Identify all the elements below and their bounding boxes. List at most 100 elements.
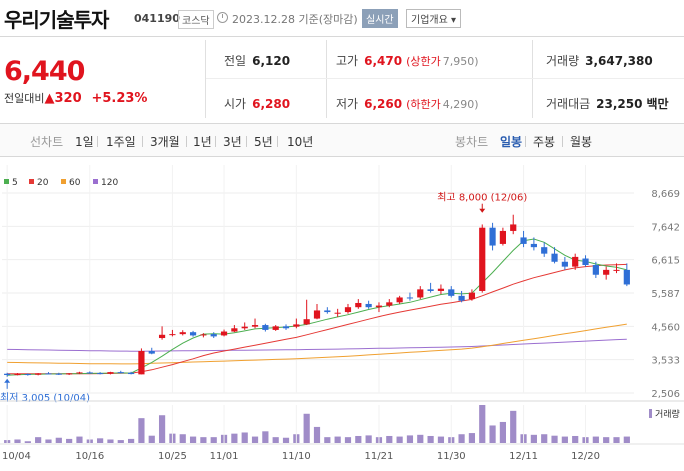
candle-body: [45, 373, 52, 375]
volume-bar: [344, 437, 352, 443]
stat-label: 전일: [224, 54, 247, 68]
diff-amount: ▲320: [44, 91, 82, 106]
volume-bar: [468, 433, 476, 443]
legend-swatch: [61, 179, 66, 184]
candle-body: [251, 325, 259, 327]
candle-body: [313, 310, 321, 319]
candle-body: [282, 326, 290, 329]
volume-bar: [313, 426, 321, 443]
max-arrow-head: [479, 208, 486, 213]
candle-body: [128, 372, 135, 375]
realtime-button[interactable]: 실시간: [362, 9, 398, 28]
candle-body: [334, 312, 341, 314]
volume-bar: [272, 437, 279, 443]
candle-body: [189, 332, 197, 336]
volume-bar: [262, 431, 269, 443]
volume-bar: [107, 439, 114, 443]
y-tick-label: 2,506: [651, 389, 680, 400]
tab-separator: [186, 136, 187, 147]
volume-bar: [138, 418, 145, 443]
header-divider: [0, 36, 684, 37]
max-annotation: 최고 8,000 (12/06): [437, 192, 527, 204]
candle-body: [355, 302, 362, 308]
candle-body: [427, 289, 434, 291]
stat-value: 6,260: [364, 97, 403, 111]
stat-value: 3,647,380: [585, 54, 653, 68]
y-tick-label: 4,560: [651, 322, 680, 333]
tab-period-3m[interactable]: 3개월: [150, 135, 180, 149]
x-tick-label: 10/16: [75, 451, 104, 462]
line-chart-label: 선차트: [30, 135, 64, 149]
stat-label: 거래량: [546, 54, 580, 68]
volume-bar: [35, 437, 42, 443]
company-overview-dropdown[interactable]: 기업개요 ▾: [406, 9, 461, 28]
tab-period-10y[interactable]: 10년: [287, 135, 314, 149]
stat-amount: 거래대금 23,250 백만: [546, 95, 669, 112]
candle-body: [76, 372, 83, 374]
stat-low: 저가 6,260 (하한가 4,290): [336, 95, 479, 112]
diff-rate: +5.23%: [91, 91, 148, 106]
tab-period-1d[interactable]: 1일: [75, 135, 94, 149]
volume-bar: [66, 438, 73, 443]
candle-body: [4, 373, 11, 376]
candle-body: [24, 374, 31, 376]
volume-bar: [479, 405, 486, 443]
volume-label: 거래량: [655, 408, 680, 420]
volume-bar: [251, 436, 259, 443]
tab-period-1w[interactable]: 1주일: [106, 135, 136, 149]
candle-body: [303, 319, 310, 325]
stat-volume: 거래량 3,647,380: [546, 52, 653, 69]
candle-body: [489, 227, 496, 246]
volume-bar: [623, 436, 630, 443]
stock-code: 041190: [134, 12, 180, 25]
volume-bar: [189, 436, 197, 443]
legend-label: 20: [37, 178, 49, 188]
candle-body: [520, 237, 527, 244]
candle-body: [406, 297, 414, 299]
legend-swatch: [4, 179, 9, 184]
candle-body: [613, 269, 620, 271]
candle-body: [86, 372, 93, 374]
diff-label: 전일대비: [4, 92, 45, 105]
upper-limit-value: 7,950): [442, 55, 479, 68]
candle-body: [107, 372, 114, 374]
candle-body: [592, 265, 599, 275]
volume-bar: [396, 436, 403, 443]
candle-body: [220, 331, 228, 336]
market-badge: 코스닥: [178, 10, 214, 29]
candle-body: [499, 230, 506, 244]
y-tick-label: 5,587: [651, 289, 680, 300]
candle-body: [324, 310, 331, 313]
volume-bar: [510, 410, 517, 443]
tab-period-3y[interactable]: 3년: [223, 135, 242, 149]
candle-body: [66, 373, 73, 375]
candlestick-chart: 8,669 7,642 6,615 5,587 4,560 3,533 2,506 5 20 60…: [0, 165, 684, 462]
candle-body: [623, 269, 630, 285]
volume-bar: [45, 439, 52, 443]
candle-body: [582, 258, 589, 266]
tab-separator: [562, 136, 563, 147]
candle-body: [97, 373, 104, 375]
y-tick-label: 6,615: [651, 256, 680, 267]
tab-separator: [142, 136, 143, 147]
stat-label: 고가: [336, 54, 359, 68]
legend-swatch: [93, 179, 98, 184]
candle-body: [551, 253, 558, 262]
volume-bar: [592, 436, 599, 443]
price-change: 전일대비▲320 +5.23%: [4, 90, 147, 106]
reference-date: 2023.12.28 기준(장마감): [232, 13, 358, 26]
tab-candle-weekly[interactable]: 주봉: [533, 135, 556, 149]
volume-bar: [24, 441, 31, 443]
candle-body: [541, 247, 548, 254]
tab-candle-daily[interactable]: 일봉: [500, 135, 523, 149]
tab-period-1y[interactable]: 1년: [193, 135, 212, 149]
x-tick-label: 11/10: [282, 451, 311, 462]
stat-value: 6,120: [252, 54, 291, 68]
candle-body: [603, 269, 610, 275]
stats-divider: [205, 40, 206, 118]
candle-body: [262, 325, 269, 330]
lower-limit-label: (하한가: [406, 98, 441, 111]
volume-bar: [14, 439, 21, 443]
tab-period-5y[interactable]: 5년: [254, 135, 273, 149]
tab-candle-monthly[interactable]: 월봉: [570, 135, 593, 149]
